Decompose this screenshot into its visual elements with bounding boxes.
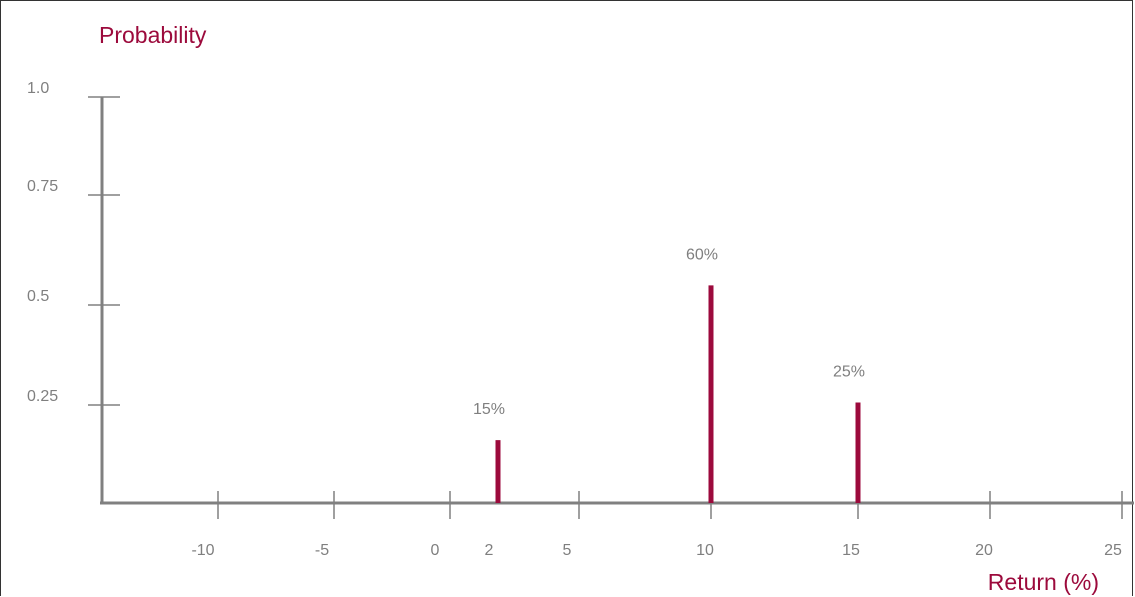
x-tick-label: 10: [696, 542, 714, 559]
x-tick-label: 20: [975, 542, 993, 559]
y-tick-label: 0.25: [27, 388, 58, 405]
y-axis-title: Probability: [99, 22, 207, 48]
data-label: 60%: [686, 246, 718, 263]
y-tick-label: 0.5: [27, 288, 49, 305]
data-label: 15%: [473, 401, 505, 418]
x-tick-label: -5: [315, 542, 329, 559]
x-tick-label: 25: [1104, 542, 1122, 559]
x-tick-label: 5: [563, 542, 572, 559]
y-tick-label: 1.0: [27, 80, 49, 97]
x-tick-label: 2: [485, 542, 494, 559]
x-tick-label: 0: [431, 542, 440, 559]
x-tick-label: 15: [842, 542, 860, 559]
x-tick-label: -10: [191, 542, 214, 559]
x-axis-title: Return (%): [988, 569, 1099, 595]
data-label: 25%: [833, 364, 865, 381]
y-tick-label: 0.75: [27, 178, 58, 195]
